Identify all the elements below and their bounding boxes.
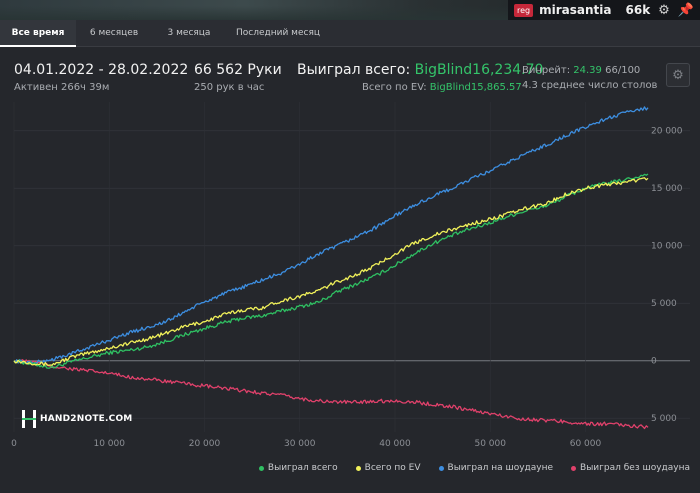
won-total: Выиграл всего: BigBlind16,234.70	[297, 62, 543, 78]
top-bar: reg mirasantia 66k ⚙ 📌	[0, 0, 700, 20]
hands-count: 66 562 Руки	[194, 62, 282, 78]
pin-icon[interactable]: 📌	[677, 2, 695, 18]
x-tick-label: 10 000	[93, 439, 125, 449]
legend-showdown[interactable]: Выиграл на шоудауне	[438, 461, 554, 475]
winrate-value: 24.39	[573, 65, 602, 76]
hand2note-logo: HAND2NOTE.COM	[22, 410, 132, 428]
x-tick-label: 20 000	[189, 439, 221, 449]
legend-label: Выиграл без шоудауна	[580, 463, 690, 473]
x-tick-label: 60 000	[570, 439, 602, 449]
y-tick-label: 10 000	[651, 242, 683, 252]
legend-dot	[438, 465, 444, 471]
gear-icon[interactable]: ⚙	[658, 2, 670, 18]
chart-legend: Выиграл всего Всего по EV Выиграл на шоу…	[220, 461, 690, 475]
hand2note-logo-mark	[22, 410, 36, 428]
winrate-extra: 66/100	[605, 65, 641, 76]
legend-non-showdown[interactable]: Выиграл без шоудауна	[571, 461, 690, 475]
series-line-0	[13, 173, 649, 369]
user-box: reg mirasantia 66k ⚙ 📌	[508, 0, 700, 20]
period-tabs: Все время 6 месяцев 3 месяца Последний м…	[0, 20, 700, 47]
y-tick-label: 20 000	[651, 127, 683, 137]
ev-label: Всего по EV:	[362, 82, 427, 93]
legend-dot	[258, 465, 264, 471]
legend-label: Всего по EV	[364, 463, 421, 473]
x-tick-label: 50 000	[474, 439, 506, 449]
legend-label: Выиграл на шоудауне	[447, 463, 554, 473]
tab-last-month[interactable]: Последний месяц	[236, 28, 320, 38]
tab-6-months[interactable]: 6 месяцев	[89, 28, 139, 38]
y-tick-label: 0	[651, 357, 657, 367]
ev-total: Всего по EV: BigBlind15,865.57	[362, 82, 522, 93]
won-total-value: BigBlind16,234.70	[414, 62, 544, 78]
logo-text: HAND2NOTE.COM	[40, 414, 133, 424]
legend-dot	[571, 465, 577, 471]
username[interactable]: mirasantia	[539, 3, 612, 17]
legend-won-total[interactable]: Выиграл всего	[258, 461, 338, 475]
x-tick-label: 0	[11, 439, 17, 449]
legend-ev[interactable]: Всего по EV	[355, 461, 421, 475]
winrate: Винрейт: 24.39 66/100	[522, 65, 640, 76]
y-tick-label: 15 000	[651, 184, 683, 194]
avg-tables: 4.3 среднее число столов	[522, 80, 658, 91]
x-tick-label: 40 000	[379, 439, 411, 449]
tab-3-months[interactable]: 3 месяца	[167, 28, 211, 38]
ev-value: BigBlind15,865.57	[429, 82, 522, 93]
stack-value: 66k	[625, 3, 651, 17]
legend-label: Выиграл всего	[267, 463, 338, 473]
chart-settings-button[interactable]: ⚙	[666, 63, 690, 87]
hands-per-hour: 250 рук в час	[194, 82, 265, 93]
series-line-3	[13, 359, 649, 430]
active-time: Активен 266ч 39м	[14, 82, 110, 93]
legend-dot	[355, 465, 361, 471]
tab-all-time[interactable]: Все время	[0, 20, 76, 47]
gear-icon: ⚙	[672, 67, 684, 83]
series-line-1	[13, 177, 649, 367]
winrate-label: Винрейт:	[522, 65, 571, 76]
y-tick-label: 5 000	[651, 299, 677, 309]
background-image	[0, 6, 510, 20]
reg-badge: reg	[514, 3, 534, 17]
series-line-2	[13, 106, 649, 365]
y-tick-label: 5 000	[651, 414, 677, 424]
date-range: 04.01.2022 - 28.02.2022	[14, 62, 189, 78]
won-total-label: Выиграл всего:	[297, 62, 411, 78]
x-tick-label: 30 000	[284, 439, 316, 449]
